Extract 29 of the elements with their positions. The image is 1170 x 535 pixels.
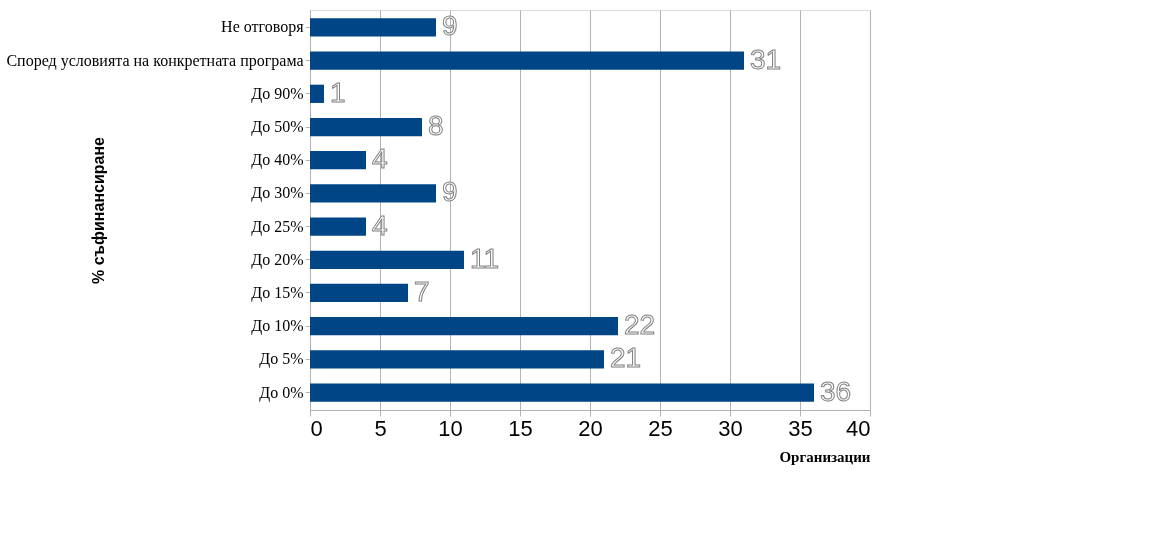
x-axis-title: Организации — [779, 448, 871, 465]
x-tick-label: 10 — [438, 415, 463, 441]
y-tick-label: До 15% — [251, 283, 304, 302]
y-tick-label: До 5% — [259, 350, 304, 369]
x-tick-label: 20 — [578, 415, 603, 441]
x-tick-label: 35 — [788, 415, 813, 441]
x-tick-label: 30 — [718, 415, 743, 441]
data-label: 8 — [428, 110, 444, 142]
data-label: 21 — [610, 342, 642, 374]
y-tick-label: До 90% — [251, 84, 304, 103]
data-label: 11 — [470, 242, 500, 274]
x-tick-label: 40 — [846, 415, 871, 441]
x-tick-label: 5 — [374, 415, 387, 441]
y-tick-label: До 40% — [251, 151, 304, 170]
data-label: 1 — [330, 76, 346, 108]
data-label: 22 — [624, 309, 656, 341]
y-tick-label: До 0% — [259, 383, 304, 402]
y-tick-label: До 50% — [251, 118, 304, 137]
x-tick-label: 0 — [310, 415, 323, 441]
x-tick-label: 15 — [508, 415, 533, 441]
y-tick-label: Според условията на конкретната програма — [6, 51, 304, 70]
x-tick-label: 25 — [648, 415, 673, 441]
data-label: 36 — [820, 375, 852, 407]
y-tick-label: До 10% — [251, 317, 304, 336]
y-axis-title: % съфинансиране — [89, 136, 107, 285]
y-tick-label: До 20% — [251, 250, 304, 269]
y-tick-label: До 25% — [251, 217, 304, 236]
y-tick-label: До 30% — [251, 184, 304, 203]
y-tick-label: Не отговоря — [221, 18, 305, 37]
